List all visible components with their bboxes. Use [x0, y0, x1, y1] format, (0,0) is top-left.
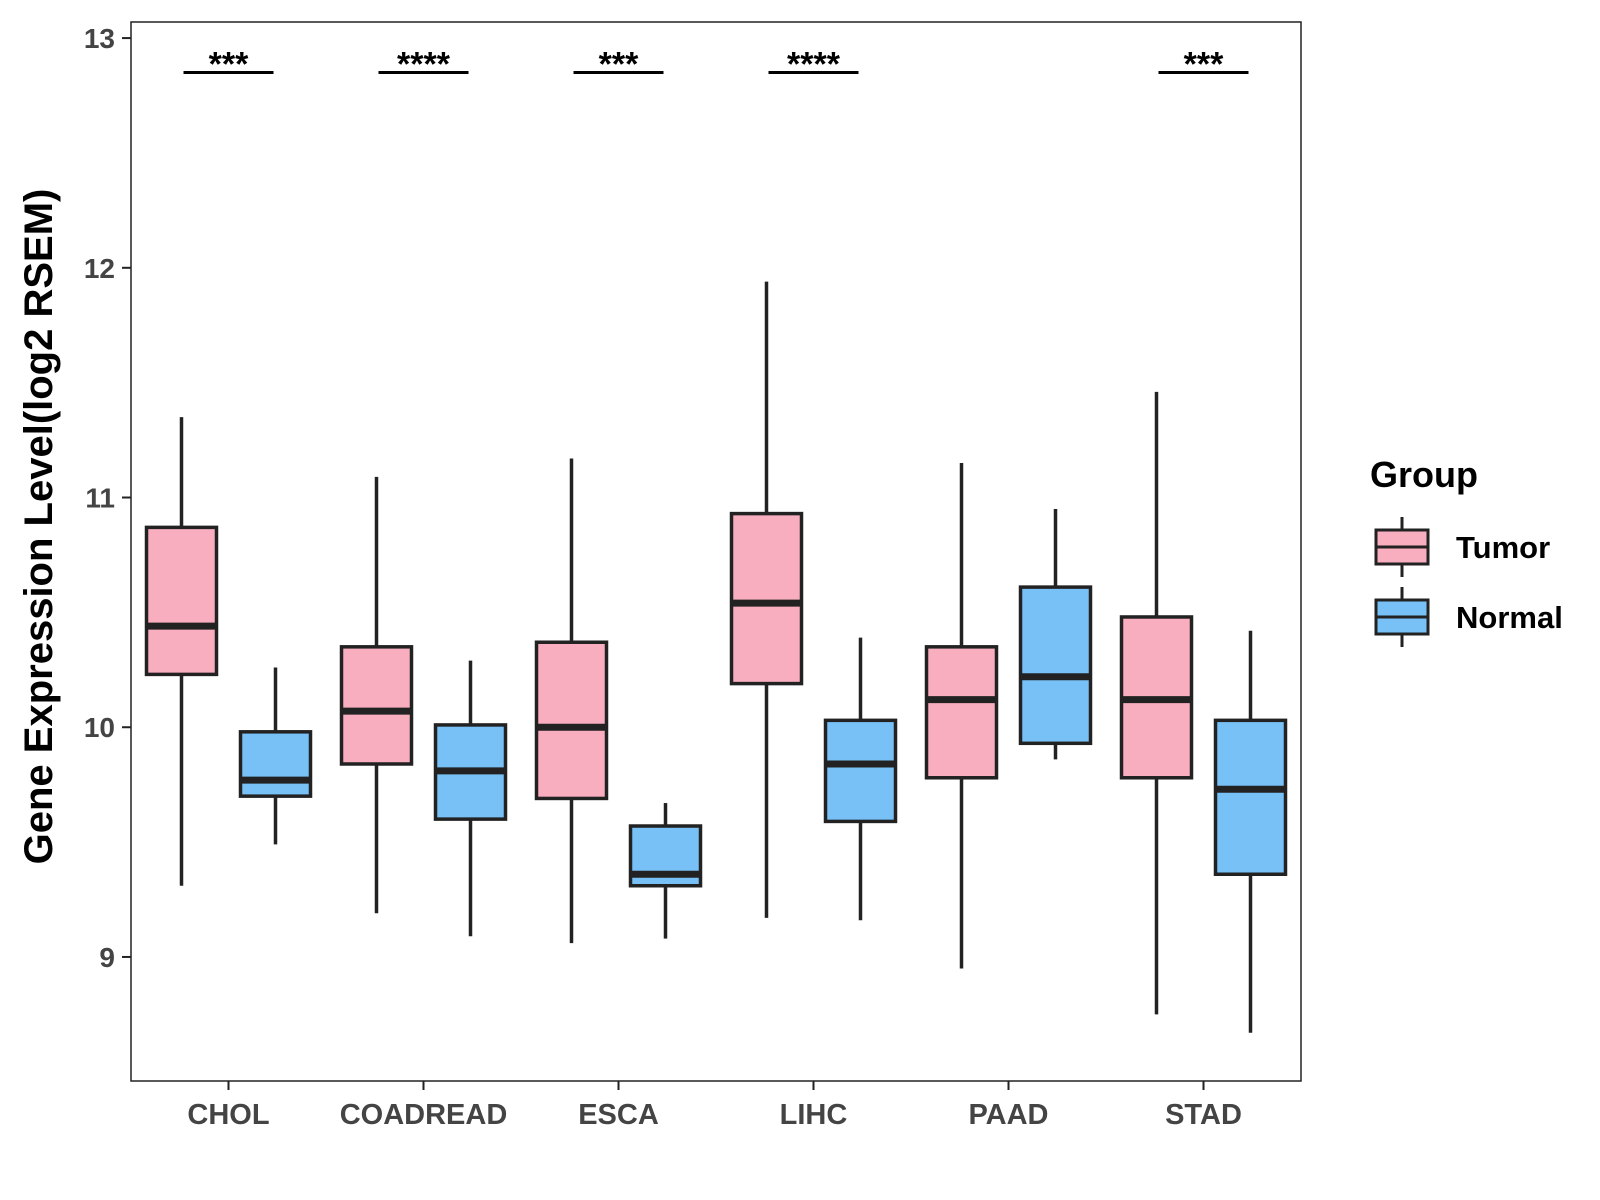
significance-label-esca: ***	[599, 46, 639, 84]
iqr-box	[823, 718, 898, 824]
significance-label-stad: ***	[1184, 46, 1224, 84]
y-axis: 9 10 11 12 13	[84, 23, 131, 973]
iqr-box	[1213, 718, 1288, 877]
y-tick-label: 11	[85, 483, 115, 514]
box-tumor-esca	[534, 458, 609, 944]
x-tick-label-esca: ESCA	[578, 1099, 659, 1131]
iqr-box	[238, 730, 313, 798]
iqr-box	[534, 640, 609, 801]
panel-border	[130, 21, 1302, 1082]
x-tick-label-paad: PAAD	[968, 1099, 1048, 1131]
iqr-box	[924, 645, 999, 780]
x-tick-label-lihc: LIHC	[780, 1099, 848, 1131]
series-normal	[238, 509, 1288, 1033]
x-tick-label-coadread: COADREAD	[340, 1099, 508, 1131]
iqr-box	[1018, 585, 1093, 746]
legend-label-tumor: Tumor	[1456, 530, 1550, 565]
y-axis-title: Gene Expression Level(log2 RSEM)	[17, 189, 61, 865]
box-normal-paad	[1018, 509, 1093, 760]
x-axis: CHOL COADREAD ESCA LIHC PAAD STAD	[187, 1081, 1242, 1131]
iqr-box	[144, 525, 219, 677]
box-tumor-paad	[924, 463, 999, 969]
box-normal-stad	[1213, 630, 1288, 1033]
y-tick-label: 9	[99, 942, 115, 973]
legend-key-normal	[1374, 587, 1430, 647]
box-tumor-coadread	[339, 476, 414, 914]
significance-label-lihc: ****	[787, 46, 841, 84]
box-tumor-lihc	[729, 281, 804, 918]
box-normal-lihc	[823, 637, 898, 921]
box-normal-esca	[628, 803, 703, 939]
y-tick-label: 10	[84, 712, 115, 743]
significance-label-coadread: ****	[397, 46, 451, 84]
legend: Group Tumor Normal	[1370, 454, 1563, 647]
series-tumor	[144, 281, 1194, 1015]
box-tumor-stad	[1119, 391, 1194, 1015]
box-normal-coadread	[433, 660, 508, 937]
box-normal-chol	[238, 667, 313, 845]
x-tick-label-chol: CHOL	[187, 1099, 269, 1131]
box-series	[144, 281, 1288, 1033]
y-tick-label: 12	[84, 253, 115, 284]
iqr-box	[729, 511, 804, 686]
significance-annotations: *** **** *** **** ***	[183, 46, 1249, 84]
iqr-box	[339, 645, 414, 766]
box-tumor-chol	[144, 417, 219, 886]
legend-key-tumor	[1374, 517, 1430, 577]
legend-title: Group	[1370, 454, 1478, 495]
x-tick-label-stad: STAD	[1165, 1099, 1242, 1131]
legend-label-normal: Normal	[1456, 600, 1563, 635]
significance-label-chol: ***	[209, 46, 249, 84]
y-tick-label: 13	[84, 23, 115, 54]
